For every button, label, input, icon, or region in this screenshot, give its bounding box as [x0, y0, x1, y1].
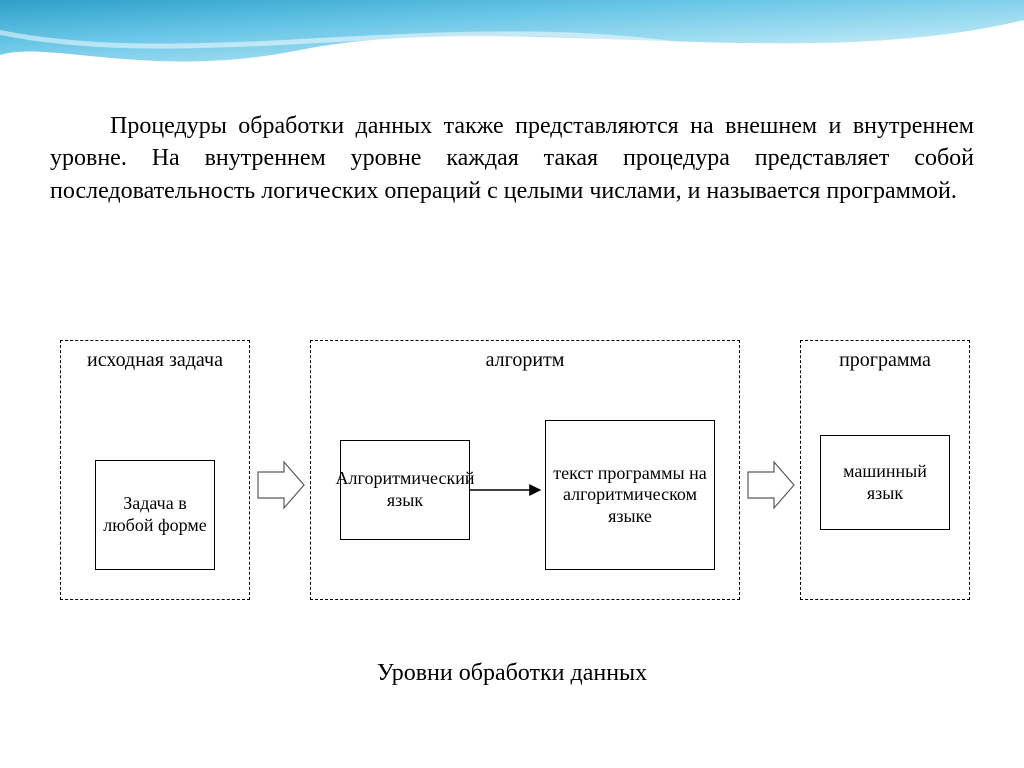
- group-title-source: исходная задача: [61, 349, 249, 372]
- node-program-text-label: текст программы на алгоритмическом языке: [552, 463, 708, 528]
- group-title-algorithm: алгоритм: [311, 349, 739, 372]
- flowchart-diagram: исходная задача алгоритм программа Задач…: [50, 340, 974, 630]
- group-title-program: программа: [801, 349, 969, 372]
- content-area: Процедуры обработки данных также предста…: [50, 110, 974, 207]
- diagram-caption: Уровни обработки данных: [0, 660, 1024, 687]
- node-task: Задача в любой форме: [95, 460, 215, 570]
- arrow-block-1: [258, 462, 304, 508]
- node-machine-lang-label: машинный язык: [827, 461, 943, 504]
- node-task-label: Задача в любой форме: [102, 493, 208, 536]
- node-machine-lang: машинный язык: [820, 435, 950, 530]
- node-algo-lang: Алгоритмический язык: [340, 440, 470, 540]
- node-program-text: текст программы на алгоритмическом языке: [545, 420, 715, 570]
- header-wave: [0, 0, 1024, 80]
- arrow-block-2: [748, 462, 794, 508]
- main-paragraph: Процедуры обработки данных также предста…: [50, 110, 974, 207]
- node-algo-lang-label: Алгоритмический язык: [336, 468, 475, 511]
